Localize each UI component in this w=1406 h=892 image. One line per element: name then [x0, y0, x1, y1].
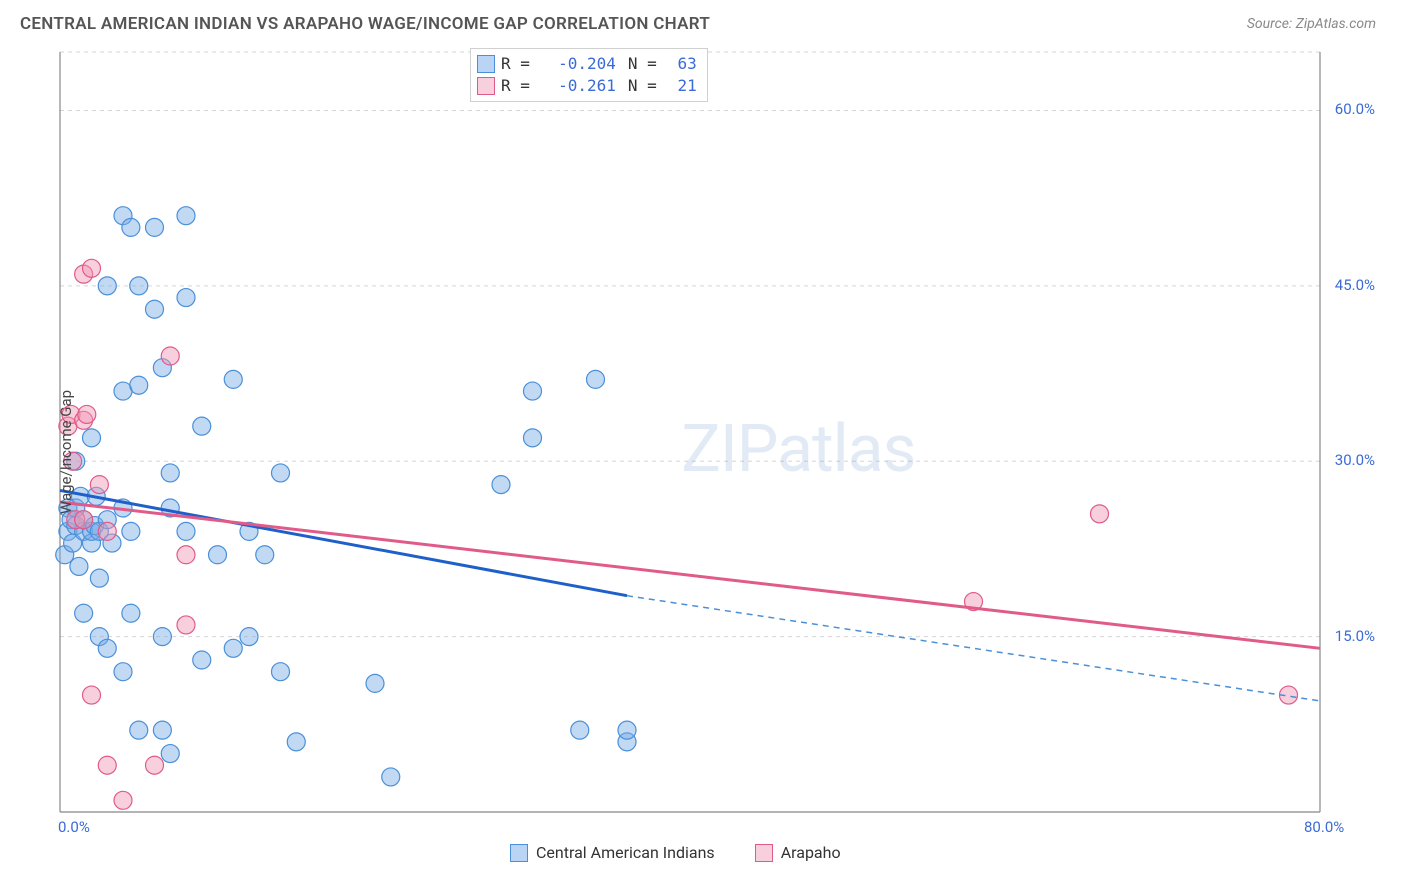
legend-swatch-pink: [477, 77, 495, 95]
legend-swatch-blue: [477, 55, 495, 73]
r-label: R =: [501, 75, 530, 97]
chart-title: CENTRAL AMERICAN INDIAN VS ARAPAHO WAGE/…: [20, 14, 710, 34]
legend-label-pink: Arapaho: [781, 843, 841, 862]
y-tick-label: 60.0%: [1335, 100, 1375, 118]
chart-area: Wage/Income Gap ZIPatlas R = -0.204 N = …: [10, 42, 1380, 862]
source-label: Source: ZipAtlas.com: [1247, 16, 1376, 32]
n-label: N =: [628, 53, 657, 75]
r-value-blue: -0.204: [536, 53, 616, 75]
x-tick-label: 80.0%: [1304, 818, 1344, 836]
y-tick-label: 30.0%: [1335, 451, 1375, 469]
n-label: N =: [628, 75, 657, 97]
legend-item-blue: Central American Indians: [510, 843, 715, 862]
y-tick-label: 45.0%: [1335, 276, 1375, 294]
x-tick-label: 0.0%: [58, 818, 90, 836]
y-axis-label: Wage/Income Gap: [57, 390, 75, 514]
legend-swatch-blue: [510, 844, 528, 862]
legend-item-pink: Arapaho: [755, 843, 841, 862]
n-value-pink: 21: [663, 75, 697, 97]
n-value-blue: 63: [663, 53, 697, 75]
legend-swatch-pink: [755, 844, 773, 862]
scatter-plot: [10, 42, 1380, 862]
correlation-legend: R = -0.204 N = 63 R = -0.261 N = 21: [470, 48, 708, 102]
r-label: R =: [501, 53, 530, 75]
legend-row-blue: R = -0.204 N = 63: [477, 53, 697, 75]
legend-label-blue: Central American Indians: [536, 843, 715, 862]
legend-row-pink: R = -0.261 N = 21: [477, 75, 697, 97]
y-tick-label: 15.0%: [1335, 627, 1375, 645]
r-value-pink: -0.261: [536, 75, 616, 97]
series-legend: Central American Indians Arapaho: [510, 843, 841, 862]
